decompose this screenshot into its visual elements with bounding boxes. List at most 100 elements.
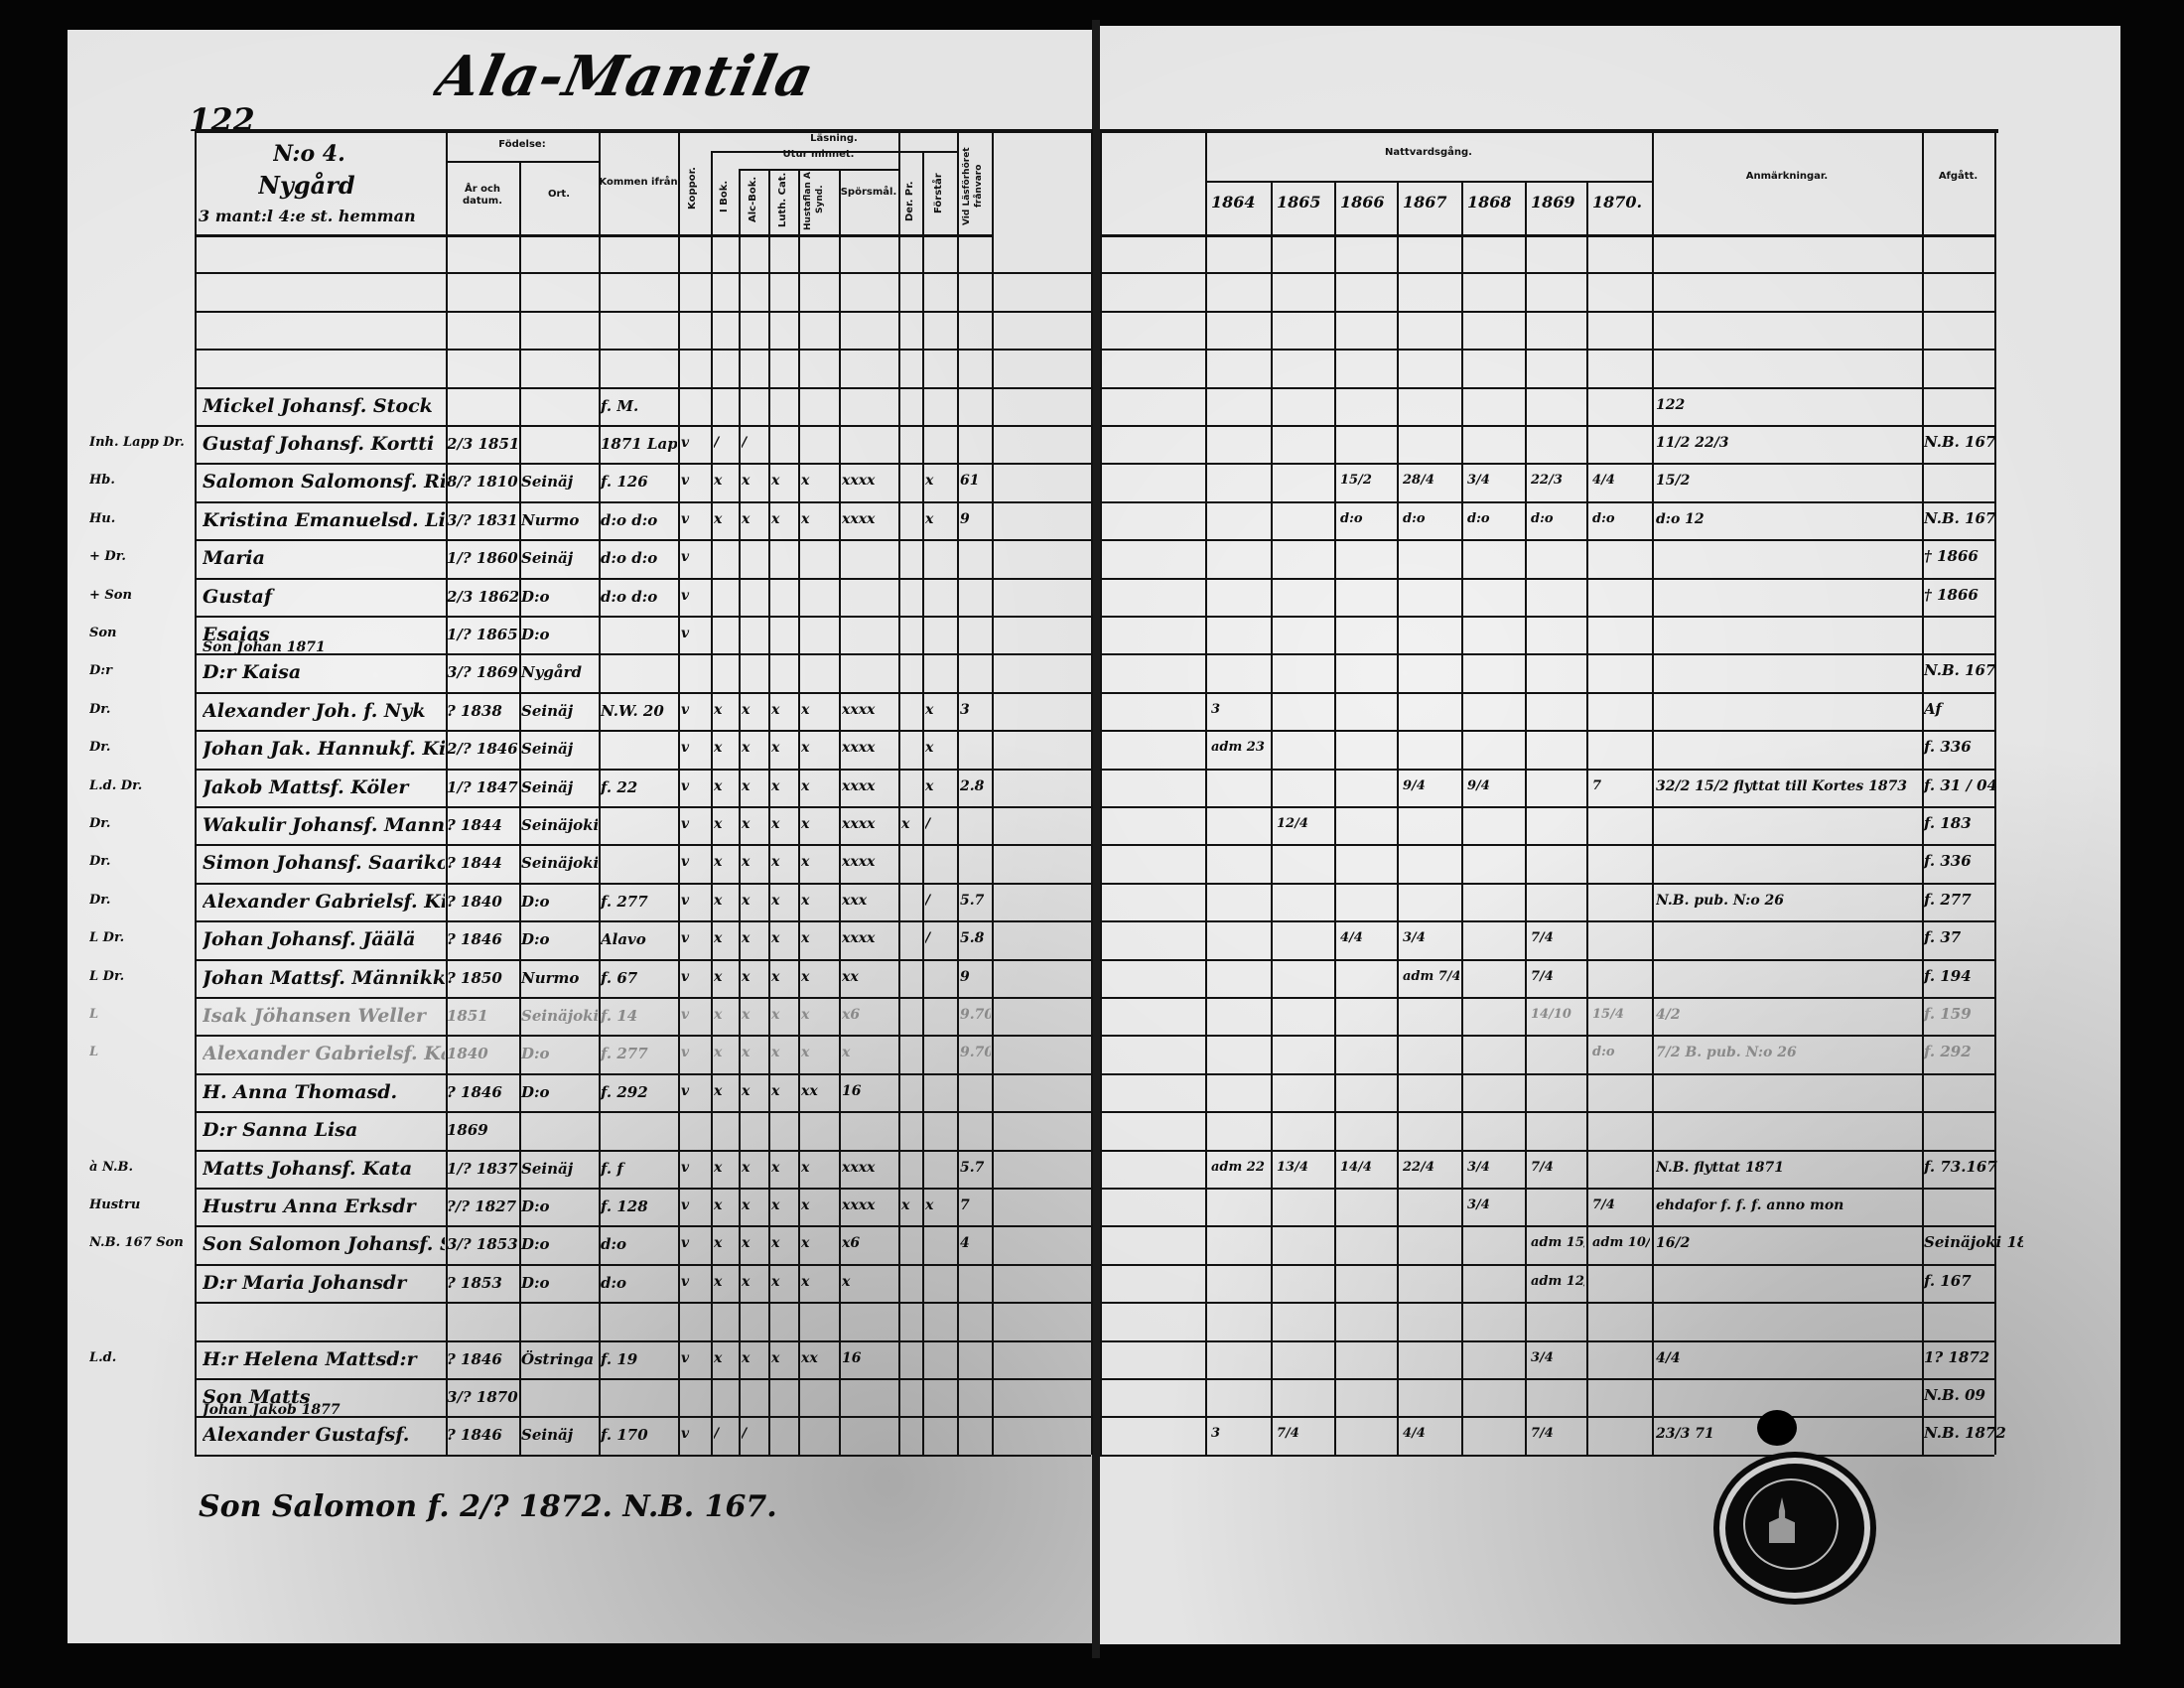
reading-mark: x: [925, 740, 934, 757]
person-name: Jakob Mattsf. Köler: [203, 775, 409, 798]
person-name: D:r Maria Johansdr: [203, 1271, 407, 1294]
remark: ehdafor f. f. f. anno mon: [1656, 1197, 1844, 1213]
reading-mark: x: [771, 1045, 780, 1061]
row-rule: [1100, 653, 1994, 656]
person-name: Simon Johansf. Saarikoski: [203, 852, 445, 875]
reading-mark: x: [742, 1235, 751, 1252]
communion-entry: d:o: [1592, 1045, 1615, 1060]
reading-mark: xxxx: [842, 510, 876, 527]
row-rule: [1100, 920, 1994, 923]
person-name: Alexander Gabrielsf. Kalla: [203, 1043, 445, 1065]
birth-date: 1/? 1865: [447, 626, 518, 643]
person-name: D:r Kaisa: [203, 661, 302, 684]
reading-mark: x: [901, 1197, 910, 1213]
birth-place: Östringa: [521, 1349, 595, 1368]
column-divider: [739, 169, 741, 1455]
reading-mark: x: [771, 1349, 780, 1366]
margin-note: Dr.: [89, 892, 111, 908]
column-divider: [1652, 129, 1654, 1455]
communion-entry: d:o: [1531, 510, 1554, 526]
departure-note: † 1866: [1924, 547, 1979, 566]
row-rule: [1100, 272, 1994, 275]
birth-place: D:o: [521, 1082, 550, 1101]
reading-mark: v: [681, 892, 690, 909]
person-name: Alexander Gabrielsf. Kie: [203, 890, 445, 913]
table-top-rule-left: [195, 129, 1093, 133]
communion-entry: adm 12/4: [1531, 1273, 1584, 1289]
margin-note: L Dr.: [89, 968, 125, 984]
came-from: f. 170: [601, 1426, 648, 1445]
reading-mark: x: [842, 1273, 851, 1290]
person-name: Son Salomon Johansf. Saari: [203, 1233, 445, 1256]
farm-name: Nygård: [258, 171, 355, 200]
row-rule: [195, 806, 1091, 808]
communion-entry: 3/4: [1467, 1197, 1490, 1212]
header-ar-datum: År och datum.: [462, 184, 503, 207]
came-from: N.W. 20: [601, 701, 664, 720]
reading-mark: x: [801, 1159, 810, 1176]
departure-note: † 1866: [1924, 585, 1979, 604]
subheader-rule: [446, 161, 599, 163]
communion-entry: 14/10: [1531, 1007, 1571, 1022]
row-rule: [195, 844, 1091, 847]
birth-place: D:o: [521, 930, 550, 949]
row-rule: [1100, 768, 1994, 771]
header-i-bok: I Bok.: [719, 180, 730, 212]
reading-mark: /: [925, 816, 931, 832]
added-name: Johan Jakob 1877: [203, 1402, 341, 1419]
came-from: Alavo: [601, 930, 646, 949]
birth-date: ? 1846: [447, 1349, 502, 1368]
reading-mark: x: [925, 473, 934, 490]
reading-mark: v: [681, 816, 690, 832]
reading-mark: x: [714, 1159, 723, 1176]
reading-mark: x: [714, 1082, 723, 1099]
person-name: Gustaf Johansf. Kortti: [203, 433, 435, 455]
column-divider: [992, 129, 994, 1455]
birth-date: 1/? 1847: [447, 777, 518, 796]
reading-mark: v: [681, 1007, 690, 1023]
reading-mark: /: [925, 930, 931, 947]
row-rule: [195, 691, 1091, 694]
departure-note: N.B. 167: [1924, 661, 1996, 680]
birth-date: 3/? 1831: [447, 510, 518, 529]
row-rule: [195, 310, 1091, 313]
birth-place: D:o: [521, 1197, 550, 1215]
reading-mark: x: [742, 1045, 751, 1061]
reading-mark: x: [771, 816, 780, 832]
row-rule: [1100, 844, 1994, 847]
margin-note: + Son: [89, 587, 132, 603]
reading-mark: 4: [960, 1235, 970, 1252]
margin-note: Dr.: [89, 740, 111, 756]
reading-mark: x: [771, 510, 780, 527]
reading-mark: /: [742, 435, 748, 451]
row-rule: [1100, 1378, 1994, 1380]
reading-mark: xxxx: [842, 777, 876, 794]
reading-mark: x: [801, 777, 810, 794]
reading-mark: v: [681, 1197, 690, 1213]
departure-note: f. 292: [1924, 1043, 1972, 1061]
row-rule: [195, 349, 1091, 352]
remark: 7/2 B. pub. N:o 26: [1656, 1045, 1797, 1061]
communion-entry: 7/4: [1531, 1426, 1554, 1442]
departure-note: N.B. 1872: [1924, 1424, 2006, 1443]
reading-mark: x: [714, 1235, 723, 1252]
page-number: 122: [189, 101, 255, 139]
column-divider: [195, 129, 197, 1455]
communion-entry: 14/4: [1340, 1159, 1372, 1175]
reading-mark: 9: [960, 510, 970, 527]
departure-note: f. 167: [1924, 1271, 1972, 1290]
ink-blot: [1757, 1410, 1797, 1446]
book-gutter: [1092, 20, 1100, 1658]
person-name: Johan Johansf. Jäälä: [203, 928, 416, 951]
birth-place: Seinäjoki: [521, 854, 598, 873]
row-rule: [1100, 806, 1994, 808]
person-name: Son Matts: [203, 1386, 311, 1408]
communion-entry: 7/4: [1531, 930, 1554, 946]
row-rule: [195, 1111, 1091, 1114]
reading-mark: v: [681, 1273, 690, 1290]
reading-mark: /: [742, 1426, 748, 1443]
reading-mark: x: [801, 968, 810, 985]
margin-note: L: [89, 1007, 99, 1022]
margin-note: Dr.: [89, 816, 111, 831]
